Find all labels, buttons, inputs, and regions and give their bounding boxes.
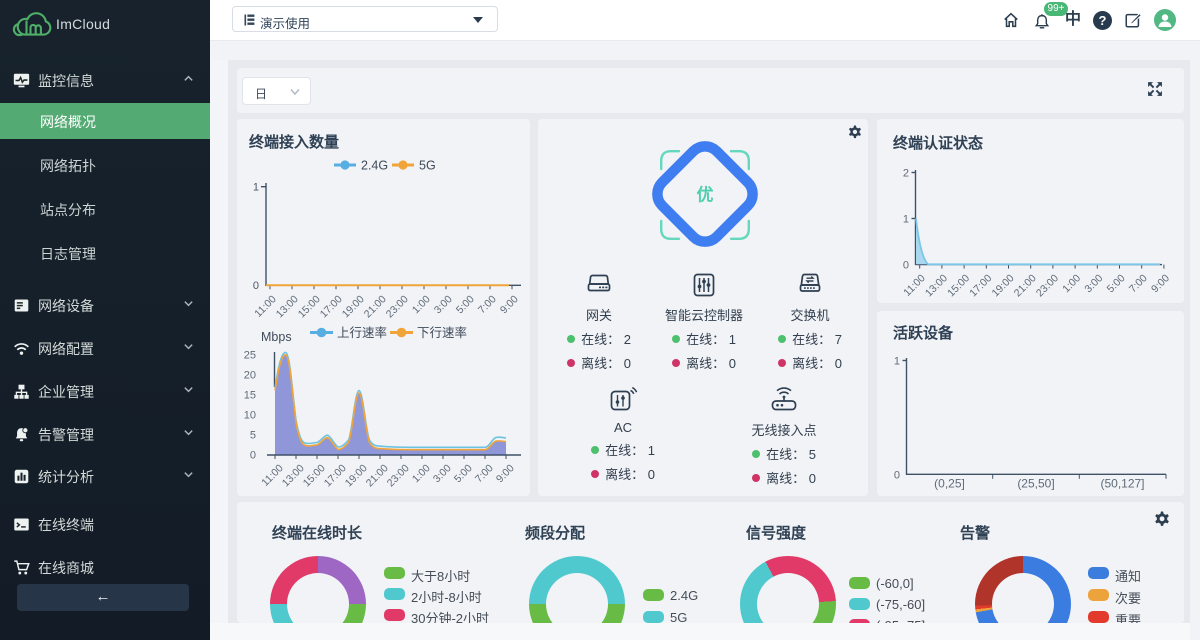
svg-text:(50,127]: (50,127] (1100, 477, 1144, 491)
svg-text:7:00: 7:00 (473, 462, 496, 485)
svg-text:7:00: 7:00 (476, 293, 499, 316)
svg-text:20: 20 (244, 369, 256, 381)
svg-text:13:00: 13:00 (923, 272, 950, 299)
svg-text:5:00: 5:00 (454, 293, 477, 316)
svg-text:1:00: 1:00 (410, 293, 433, 316)
svg-text:5: 5 (250, 429, 256, 441)
svg-text:25: 25 (244, 349, 256, 361)
svg-text:5:00: 5:00 (452, 462, 475, 485)
svg-text:Mbps: Mbps (261, 330, 292, 344)
svg-text:11:00: 11:00 (252, 293, 279, 320)
svg-text:(0,25]: (0,25] (934, 477, 965, 491)
svg-text:23:00: 23:00 (384, 293, 411, 320)
svg-text:3:00: 3:00 (1082, 272, 1105, 295)
svg-text:19:00: 19:00 (343, 462, 370, 489)
svg-text:0: 0 (903, 260, 909, 272)
svg-text:3:00: 3:00 (432, 293, 455, 316)
svg-text:13:00: 13:00 (274, 293, 301, 320)
svg-text:9:00: 9:00 (494, 462, 517, 485)
svg-text:1: 1 (903, 214, 909, 226)
svg-text:0: 0 (253, 280, 259, 292)
svg-text:0: 0 (250, 450, 256, 462)
svg-text:21:00: 21:00 (362, 293, 389, 320)
svg-text:11:00: 11:00 (259, 462, 286, 489)
svg-text:3:00: 3:00 (431, 462, 454, 485)
svg-text:17:00: 17:00 (318, 293, 345, 320)
svg-text:5G: 5G (419, 159, 436, 173)
svg-text:15: 15 (244, 389, 256, 401)
svg-text:上行速率: 上行速率 (337, 325, 387, 340)
svg-text:9:00: 9:00 (498, 293, 521, 316)
svg-text:优: 优 (697, 185, 714, 205)
svg-text:17:00: 17:00 (967, 272, 994, 299)
svg-text:15:00: 15:00 (296, 293, 323, 320)
svg-text:21:00: 21:00 (364, 462, 391, 489)
svg-text:9:00: 9:00 (1149, 272, 1172, 295)
svg-text:21:00: 21:00 (1012, 272, 1039, 299)
svg-text:19:00: 19:00 (340, 293, 367, 320)
svg-text:1: 1 (894, 356, 900, 368)
svg-text:17:00: 17:00 (322, 462, 349, 489)
svg-text:11:00: 11:00 (901, 272, 928, 299)
svg-text:10: 10 (244, 409, 256, 421)
svg-text:1:00: 1:00 (410, 462, 433, 485)
svg-text:5:00: 5:00 (1105, 272, 1128, 295)
svg-text:7:00: 7:00 (1127, 272, 1150, 295)
svg-text:15:00: 15:00 (301, 462, 328, 489)
svg-text:23:00: 23:00 (385, 462, 412, 489)
svg-text:2: 2 (903, 168, 909, 180)
svg-text:1:00: 1:00 (1060, 272, 1083, 295)
svg-text:(25,50]: (25,50] (1017, 477, 1054, 491)
svg-text:19:00: 19:00 (990, 272, 1017, 299)
svg-text:2.4G: 2.4G (361, 159, 388, 173)
svg-text:23:00: 23:00 (1034, 272, 1061, 299)
svg-text:13:00: 13:00 (280, 462, 307, 489)
svg-text:0: 0 (894, 470, 900, 482)
svg-text:15:00: 15:00 (945, 272, 972, 299)
svg-text:1: 1 (253, 182, 259, 194)
svg-text:下行速率: 下行速率 (417, 325, 467, 340)
